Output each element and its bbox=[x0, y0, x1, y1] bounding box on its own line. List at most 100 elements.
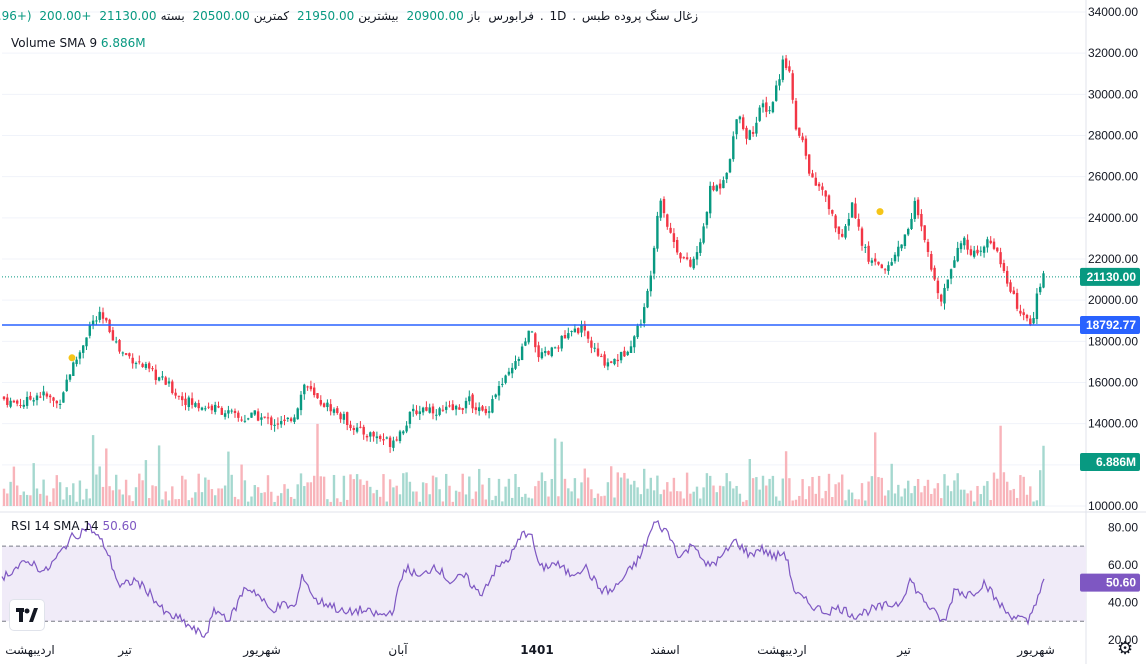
volume-bar bbox=[722, 486, 725, 506]
candle-body bbox=[468, 396, 471, 402]
volume-bar bbox=[151, 485, 154, 506]
candle-body bbox=[319, 400, 322, 405]
volume-bar bbox=[537, 480, 540, 506]
volume-bar bbox=[247, 501, 250, 506]
candle-body bbox=[841, 233, 844, 237]
volume-bar bbox=[1042, 445, 1045, 506]
volume-bar bbox=[930, 493, 933, 506]
volume-bar bbox=[35, 488, 39, 506]
candle-body bbox=[903, 234, 907, 246]
volume-bar bbox=[42, 479, 45, 506]
candle-body bbox=[435, 414, 438, 416]
volume-value: 6.886M bbox=[100, 36, 146, 50]
candle-body bbox=[1002, 263, 1006, 271]
rsi-panel: 80.00 60.00 40.00 20.00 50.60 bbox=[1, 519, 1140, 647]
volume-bar bbox=[520, 496, 524, 506]
candle-body bbox=[685, 257, 689, 260]
candle-body bbox=[359, 426, 362, 428]
candle-body bbox=[346, 412, 349, 426]
volume-bar bbox=[742, 501, 745, 506]
volume-bar bbox=[316, 423, 319, 506]
volume-bar bbox=[666, 482, 669, 506]
volume-bar bbox=[600, 496, 603, 506]
candle-body bbox=[174, 392, 177, 396]
candle-body bbox=[124, 353, 128, 355]
candle-body bbox=[260, 417, 263, 420]
volume-bar bbox=[1012, 488, 1015, 506]
volume-bar bbox=[16, 485, 19, 506]
volume-bar bbox=[408, 481, 412, 506]
volume-bar bbox=[745, 500, 748, 506]
gear-icon[interactable]: ⚙ bbox=[1117, 638, 1134, 659]
candle-body bbox=[788, 66, 791, 72]
candle-body bbox=[986, 239, 989, 248]
volume-bar bbox=[250, 496, 253, 506]
level-price-badge-bg bbox=[1080, 316, 1140, 335]
candle-body bbox=[778, 79, 781, 86]
candle-body bbox=[352, 428, 355, 431]
symbol-name: زغال سنگ پروده طبس bbox=[581, 9, 698, 23]
tradingview-logo-icon[interactable] bbox=[10, 600, 44, 630]
candle-body bbox=[276, 423, 280, 425]
candle-body bbox=[448, 405, 451, 407]
candle-body bbox=[454, 405, 458, 410]
volume-bar bbox=[616, 472, 619, 506]
price-tick-label: 32000.00 bbox=[1088, 46, 1138, 60]
volume-bar bbox=[214, 495, 217, 506]
candle-body bbox=[9, 400, 12, 407]
volume-bar bbox=[412, 491, 415, 506]
candle-body bbox=[1019, 310, 1022, 314]
candle-body bbox=[850, 202, 854, 218]
candle-body bbox=[316, 393, 319, 399]
candle-body bbox=[154, 369, 157, 381]
candle-body bbox=[847, 219, 850, 226]
candle-body bbox=[204, 408, 207, 410]
volume-bar bbox=[590, 489, 593, 506]
volume-bar bbox=[656, 475, 659, 506]
candle-body bbox=[431, 406, 435, 414]
volume-bar bbox=[82, 499, 85, 506]
volume-bar bbox=[141, 480, 144, 506]
volume-bar bbox=[814, 493, 817, 506]
candle-body bbox=[887, 265, 890, 272]
volume-badge: 6.886M bbox=[1096, 455, 1136, 469]
volume-bar bbox=[791, 500, 794, 506]
candle-body bbox=[322, 403, 326, 407]
volume-bar bbox=[157, 445, 161, 506]
volume-series bbox=[2, 423, 1045, 506]
candle-body bbox=[979, 250, 982, 252]
volume-bar bbox=[217, 488, 220, 506]
candle-body bbox=[220, 407, 223, 415]
candle-body bbox=[392, 440, 395, 448]
volume-bar bbox=[580, 482, 583, 506]
candle-body bbox=[214, 404, 217, 412]
candle-body bbox=[926, 241, 930, 252]
rsi-value-badge: 50.60 bbox=[1106, 576, 1136, 590]
candle-body bbox=[963, 237, 966, 246]
candle-body bbox=[22, 404, 25, 407]
candle-body bbox=[177, 395, 181, 397]
candle-body bbox=[306, 386, 309, 388]
volume-bar bbox=[306, 482, 309, 506]
candle-body bbox=[844, 226, 847, 238]
candle-body bbox=[679, 253, 682, 259]
candle-body bbox=[32, 400, 35, 402]
last-price-badge: 21130.00 bbox=[1087, 270, 1137, 284]
volume-bar bbox=[461, 473, 464, 506]
candle-body bbox=[75, 359, 78, 365]
volume-bar bbox=[190, 497, 194, 506]
volume-bar bbox=[177, 499, 181, 506]
candle-body bbox=[577, 328, 580, 334]
volume-bar bbox=[794, 499, 798, 506]
volume-bar bbox=[62, 499, 65, 506]
candle-body bbox=[817, 183, 821, 187]
volume-bar bbox=[6, 493, 9, 506]
candle-body bbox=[280, 421, 283, 425]
candle-body bbox=[372, 432, 375, 437]
volume-bar bbox=[883, 495, 887, 506]
volume-bar bbox=[237, 499, 240, 506]
volume-bar bbox=[804, 499, 808, 506]
volume-bar bbox=[253, 485, 256, 506]
volume-bar bbox=[847, 489, 850, 506]
